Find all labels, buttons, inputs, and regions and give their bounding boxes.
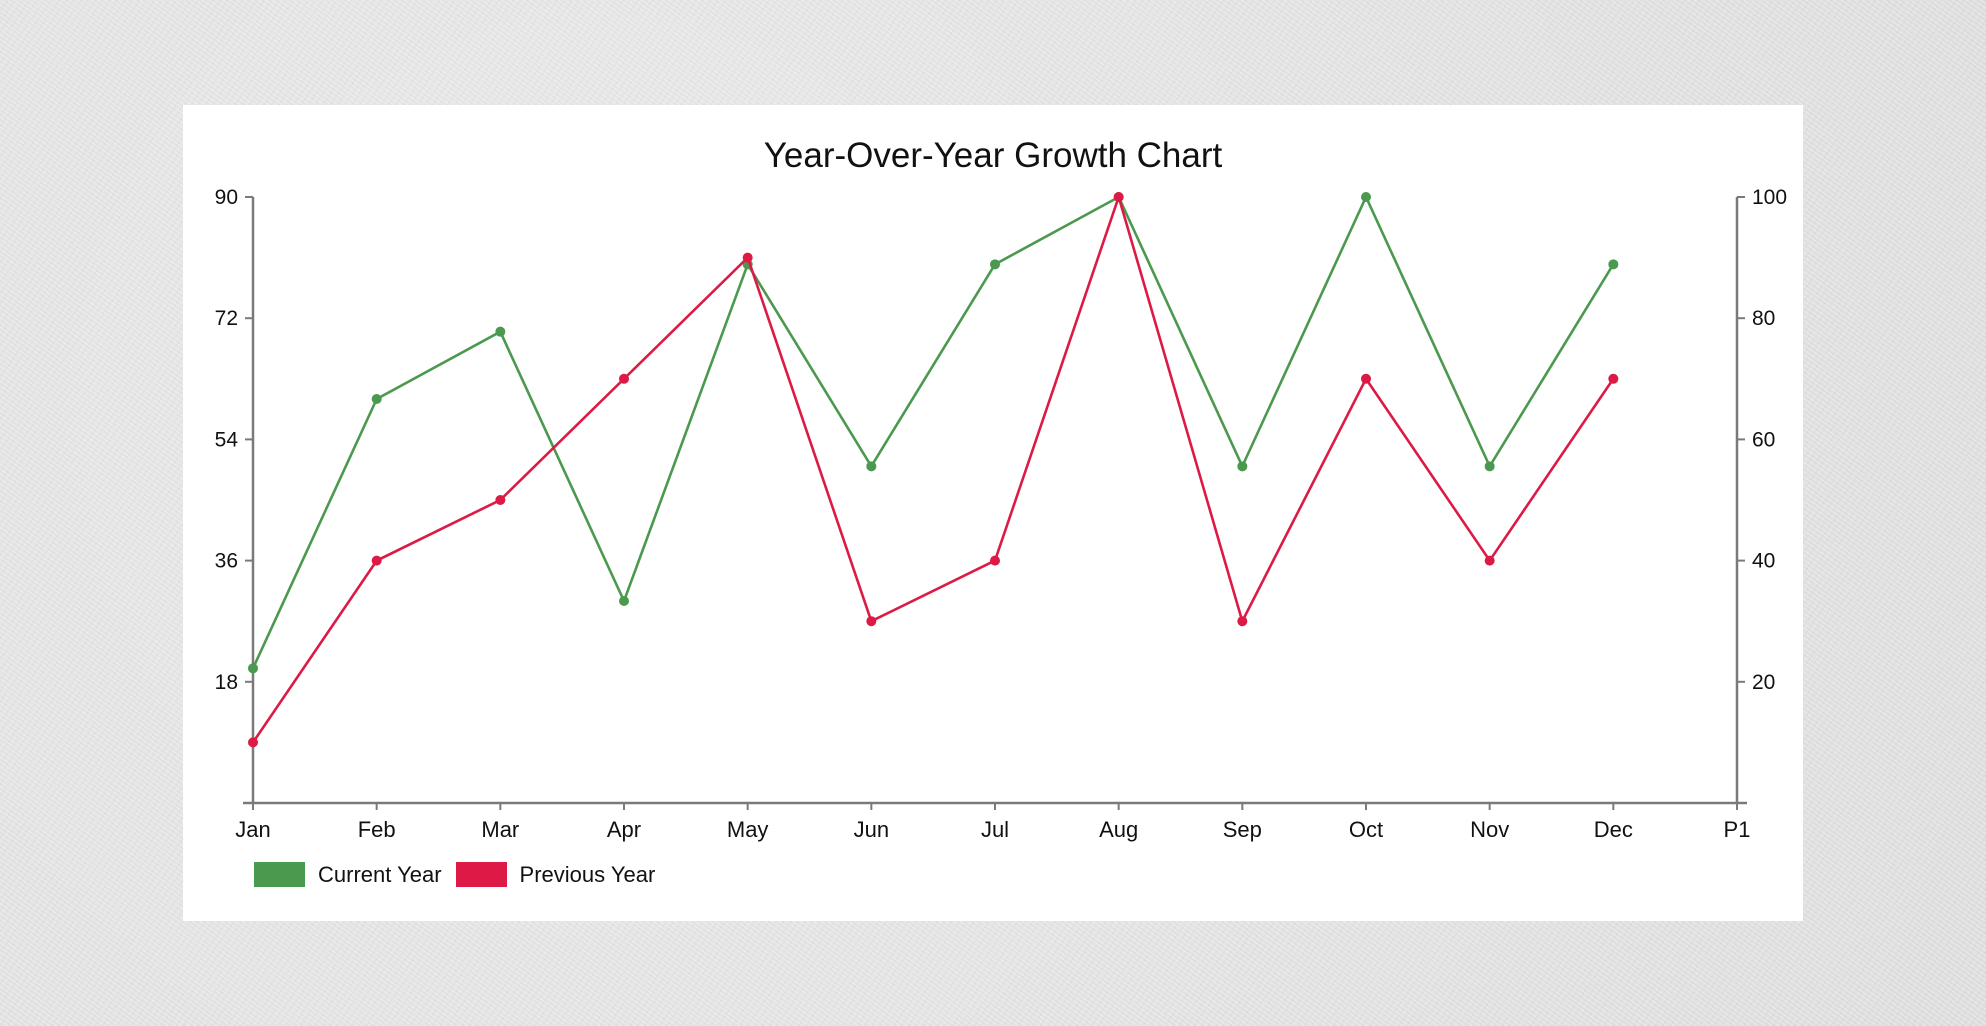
legend-item-previous-year[interactable]: Previous Year	[455, 861, 656, 888]
data-point[interactable]	[495, 495, 506, 505]
axes: 18 36 54 72 90 20 40 60 80 100 Jan Feb Mar Apr May Jun J…	[215, 186, 1787, 842]
data-point[interactable]	[619, 596, 629, 606]
data-point[interactable]	[1484, 555, 1495, 566]
data-point[interactable]	[1113, 192, 1124, 202]
y-right-tick-label: 80	[1752, 307, 1775, 330]
data-point[interactable]	[619, 373, 629, 384]
x-tick-label: Jan	[235, 817, 270, 842]
x-tick-label: May	[727, 817, 769, 842]
series-layer	[248, 192, 1619, 748]
data-point[interactable]	[1237, 616, 1248, 627]
y-right-tick-label: 40	[1752, 550, 1775, 573]
series-line	[251, 192, 1615, 744]
x-tick-label: Sep	[1223, 817, 1262, 842]
y-left-tick-label: 54	[215, 428, 239, 451]
data-point[interactable]	[990, 555, 1000, 566]
data-point[interactable]	[495, 326, 506, 337]
data-point[interactable]	[990, 259, 1000, 270]
x-tick-label: P1	[1724, 817, 1751, 842]
x-tick-label: Jul	[981, 817, 1009, 842]
data-point[interactable]	[1361, 373, 1371, 384]
x-tick-label: Mar	[481, 817, 519, 842]
legend-label: Current Year	[318, 861, 442, 887]
series-previous-year	[248, 192, 1619, 748]
data-point[interactable]	[1608, 373, 1619, 384]
y-left-tick-label: 72	[215, 307, 238, 330]
x-tick-label: Dec	[1594, 817, 1633, 842]
x-tick-label: Jun	[854, 817, 889, 842]
legend-item-current-year[interactable]: Current Year	[254, 862, 442, 888]
data-point[interactable]	[1237, 461, 1248, 472]
x-tick-label: Apr	[607, 817, 641, 842]
data-point[interactable]	[1484, 461, 1495, 472]
legend-swatch-current-year	[254, 862, 305, 887]
y-left-tick-label: 36	[215, 550, 238, 573]
data-point[interactable]	[371, 555, 382, 566]
series-current-year	[248, 192, 1619, 674]
legend-label: Previous Year	[519, 861, 656, 887]
y-right-tick-label: 60	[1752, 428, 1775, 451]
x-tick-label: Oct	[1349, 817, 1383, 842]
legend: Current Year Previous Year	[254, 861, 669, 888]
y-left-tick-label: 90	[215, 186, 238, 209]
data-point[interactable]	[866, 616, 877, 627]
series-line	[251, 193, 1615, 669]
data-point[interactable]	[1608, 259, 1619, 270]
chart-title: Year-Over-Year Growth Chart	[763, 136, 1223, 175]
legend-swatch-previous-year	[455, 862, 507, 887]
data-point[interactable]	[248, 737, 258, 748]
data-point[interactable]	[1361, 192, 1371, 202]
data-point[interactable]	[866, 461, 877, 472]
x-tick-label: Nov	[1470, 817, 1509, 842]
y-right-tick-label: 20	[1752, 671, 1775, 694]
x-tick-label: Feb	[358, 817, 396, 842]
data-point[interactable]	[248, 663, 258, 674]
data-point[interactable]	[371, 394, 382, 404]
data-point[interactable]	[742, 252, 753, 263]
x-tick-label: Aug	[1099, 817, 1138, 842]
chart-card	[183, 105, 1803, 921]
y-left-tick-label: 18	[215, 671, 238, 694]
y-right-tick-label: 100	[1752, 186, 1787, 209]
